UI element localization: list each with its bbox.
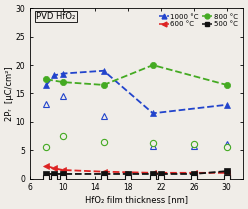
Legend: 1000 °C, 600 °C, 800 °C, 500 °C: 1000 °C, 600 °C, 800 °C, 500 °C <box>156 12 240 29</box>
Text: PVD HfO₂: PVD HfO₂ <box>36 12 75 21</box>
Y-axis label: 2Pᵣ  [μC/cm²]: 2Pᵣ [μC/cm²] <box>5 66 14 121</box>
X-axis label: HfO₂ film thickness [nm]: HfO₂ film thickness [nm] <box>85 195 188 204</box>
